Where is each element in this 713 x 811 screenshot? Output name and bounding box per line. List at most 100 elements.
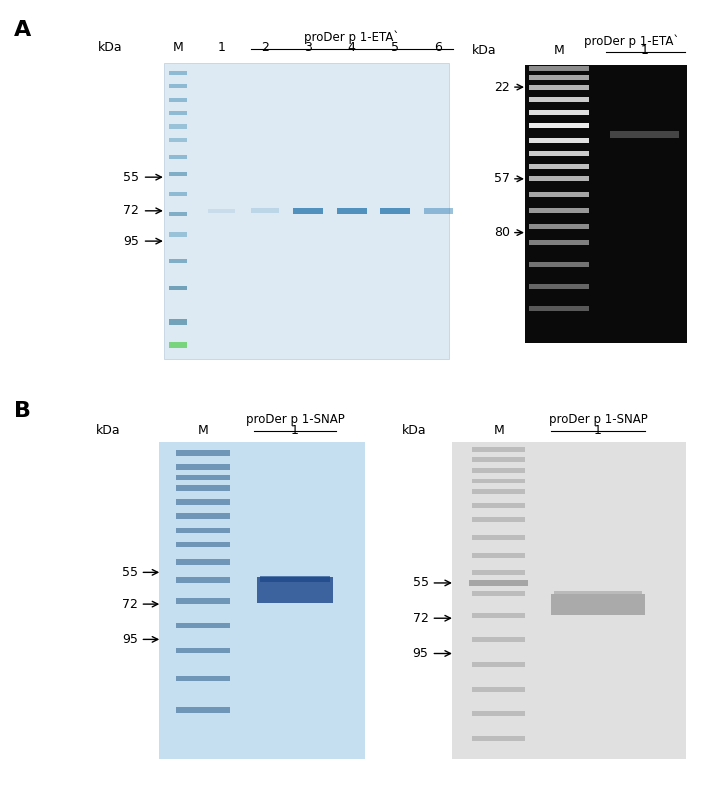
Bar: [170, 192, 187, 196]
Text: proDer p 1-ETA`: proDer p 1-ETA`: [584, 34, 679, 48]
Bar: [472, 711, 525, 716]
Bar: [529, 151, 589, 156]
Bar: [175, 474, 230, 480]
Text: 5: 5: [391, 41, 399, 54]
Bar: [337, 208, 366, 214]
Text: 72: 72: [123, 204, 139, 217]
Text: 6: 6: [434, 41, 443, 54]
Bar: [469, 580, 528, 586]
Bar: [175, 528, 230, 533]
Bar: [175, 599, 230, 603]
Bar: [170, 111, 187, 115]
Text: proDer p 1-ETA`: proDer p 1-ETA`: [304, 31, 399, 45]
Bar: [472, 736, 525, 741]
Bar: [472, 478, 525, 483]
Bar: [175, 450, 230, 456]
Bar: [170, 260, 187, 264]
Text: kDa: kDa: [402, 423, 427, 436]
Bar: [175, 623, 230, 629]
Bar: [175, 464, 230, 470]
Bar: [170, 97, 187, 102]
Text: kDa: kDa: [96, 423, 120, 436]
Text: 3: 3: [304, 41, 312, 54]
Bar: [170, 71, 187, 75]
Bar: [472, 447, 525, 452]
Text: 72: 72: [413, 611, 429, 624]
Text: 2: 2: [261, 41, 269, 54]
Bar: [175, 560, 230, 565]
Text: 1: 1: [217, 41, 225, 54]
Bar: [472, 517, 525, 522]
Text: proDer p 1-SNAP: proDer p 1-SNAP: [549, 413, 647, 426]
Bar: [554, 591, 642, 598]
Text: 80: 80: [494, 226, 510, 239]
Bar: [551, 594, 645, 615]
Bar: [170, 172, 187, 176]
Bar: [380, 208, 410, 214]
Bar: [529, 164, 589, 169]
Bar: [175, 676, 230, 681]
Bar: [170, 84, 187, 88]
Bar: [529, 208, 589, 213]
Bar: [175, 500, 230, 505]
Bar: [529, 97, 589, 102]
Bar: [170, 319, 187, 325]
Bar: [170, 155, 187, 159]
Bar: [472, 535, 525, 540]
Text: 72: 72: [122, 598, 138, 611]
Bar: [252, 208, 279, 213]
Bar: [257, 577, 333, 603]
Bar: [529, 84, 589, 90]
Bar: [529, 239, 589, 245]
Bar: [529, 66, 589, 71]
Bar: [175, 647, 230, 653]
Bar: [610, 131, 679, 138]
Text: 95: 95: [123, 234, 139, 247]
Bar: [529, 262, 589, 267]
Bar: [175, 542, 230, 547]
Text: M: M: [198, 423, 208, 436]
Bar: [529, 139, 589, 144]
Bar: [472, 570, 525, 575]
Bar: [170, 232, 187, 237]
Bar: [164, 62, 449, 359]
Bar: [175, 485, 230, 491]
Bar: [472, 591, 525, 596]
Bar: [175, 707, 230, 713]
Text: M: M: [553, 44, 565, 57]
Text: B: B: [14, 401, 31, 422]
Bar: [170, 342, 187, 349]
Text: M: M: [493, 423, 504, 436]
Bar: [260, 576, 330, 582]
Bar: [294, 208, 323, 214]
Bar: [424, 208, 453, 213]
Text: 55: 55: [413, 577, 429, 590]
Bar: [170, 125, 187, 129]
Bar: [170, 212, 187, 217]
Text: M: M: [173, 41, 184, 54]
Text: 1: 1: [594, 423, 602, 436]
Bar: [472, 687, 525, 692]
Text: kDa: kDa: [98, 41, 123, 54]
Text: 55: 55: [122, 566, 138, 579]
Bar: [529, 306, 589, 311]
Text: 55: 55: [123, 170, 139, 183]
Bar: [175, 577, 230, 582]
Bar: [529, 122, 589, 127]
Bar: [529, 75, 589, 80]
Bar: [529, 192, 589, 197]
Bar: [472, 503, 525, 508]
Bar: [525, 65, 687, 343]
Text: A: A: [14, 20, 31, 41]
Bar: [452, 442, 686, 759]
Bar: [472, 612, 525, 617]
Bar: [529, 224, 589, 229]
Bar: [529, 284, 589, 289]
Text: 1: 1: [640, 44, 649, 57]
Bar: [472, 457, 525, 462]
Text: kDa: kDa: [472, 44, 496, 57]
Bar: [472, 637, 525, 642]
Bar: [170, 286, 187, 290]
Text: 95: 95: [122, 633, 138, 646]
Bar: [208, 208, 235, 212]
